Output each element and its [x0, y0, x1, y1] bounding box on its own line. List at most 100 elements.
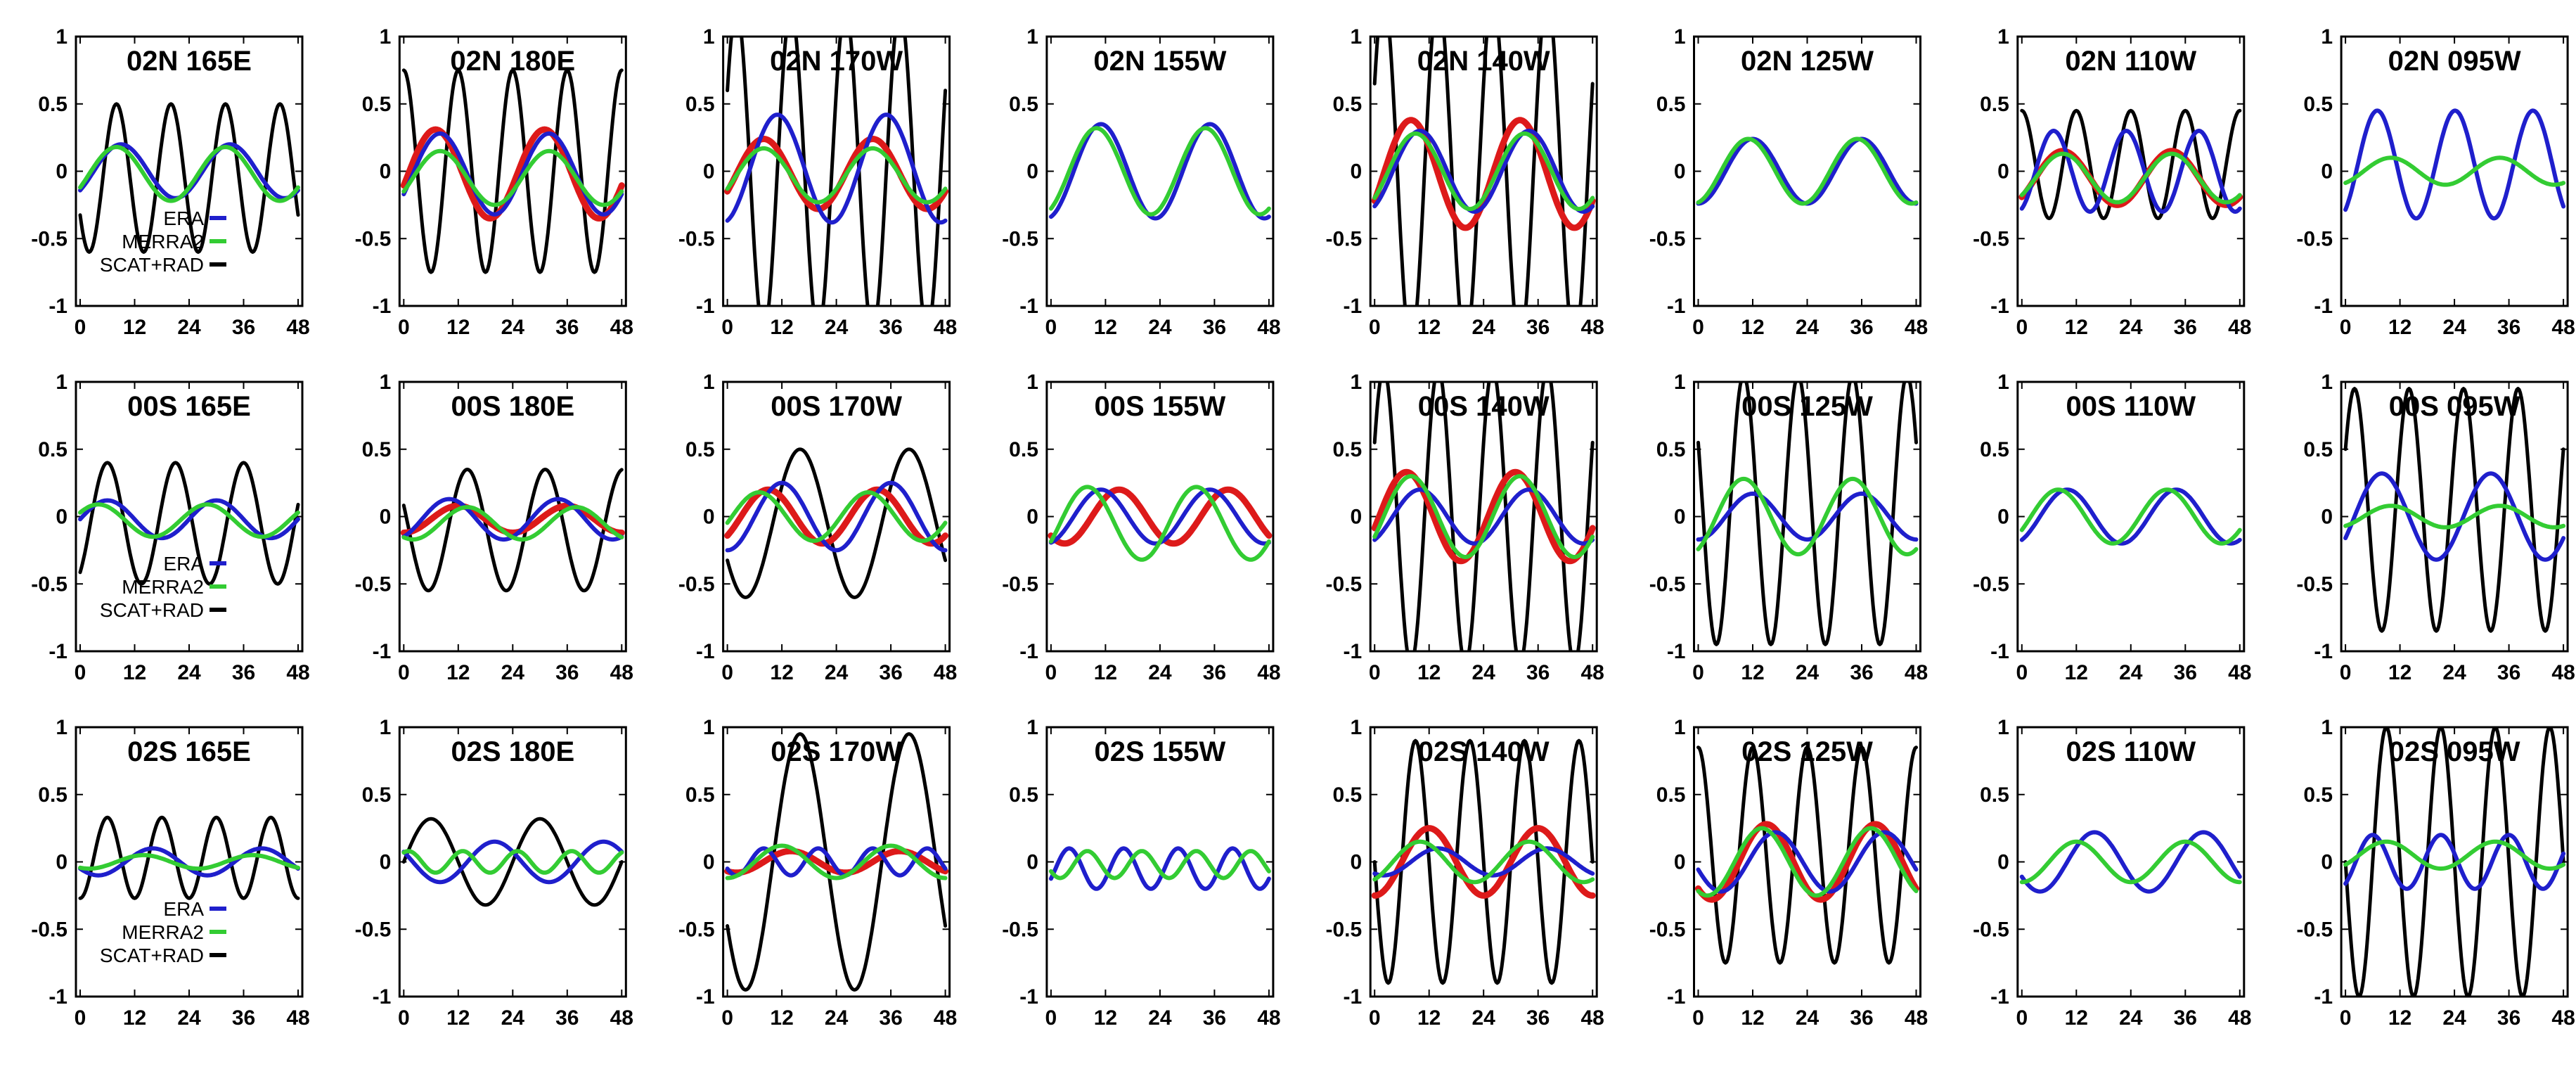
legend-label: MERRA2 — [122, 576, 204, 598]
series-line-merra2 — [78, 145, 300, 203]
panel-title: 02N 180E — [450, 46, 575, 77]
series-line-scat-rad — [401, 468, 624, 593]
series-line-merra2 — [1372, 839, 1595, 885]
y-tick-label: -0.5 — [1649, 227, 1686, 250]
x-tick-label: 36 — [1203, 1006, 1226, 1030]
panel-02s-110w: 1 0.5 0 -0.5 -1 0 12 24 36 48 02S 110W — [1973, 716, 2251, 1030]
x-tick-label: 12 — [1094, 316, 1117, 339]
y-tick-label: -1 — [696, 295, 715, 318]
panel-title: 00S 095W — [2389, 391, 2520, 422]
series-line-red — [400, 126, 625, 222]
legend-label: MERRA2 — [122, 921, 204, 943]
x-tick-label: 0 — [721, 316, 733, 339]
plot-frame — [722, 380, 951, 653]
y-tick-label: -0.5 — [1973, 227, 2009, 250]
series-group — [78, 102, 300, 254]
series-line-era — [2343, 471, 2566, 562]
plot-frame — [2340, 726, 2569, 998]
x-tick-label: 48 — [286, 661, 309, 684]
series-line-era — [2343, 108, 2566, 221]
y-tick-label: 0.5 — [1009, 438, 1038, 461]
y-tick-label: -1 — [1019, 640, 1038, 663]
y-tick-label: 0.5 — [38, 783, 67, 807]
series-line-merra2 — [2019, 839, 2242, 885]
series-line-scat-rad — [1372, 382, 1595, 651]
series-group — [1371, 738, 1596, 985]
x-tick-label: 36 — [1526, 1006, 1550, 1030]
x-tick-label: 0 — [398, 1006, 410, 1030]
x-tick-label: 0 — [2340, 661, 2352, 684]
y-tick-label: 0.5 — [1656, 93, 1686, 116]
series-line-merra2 — [2019, 487, 2242, 546]
series-line-merra2 — [1696, 826, 1919, 898]
x-tick-label: 12 — [770, 316, 793, 339]
y-tick-label: 0 — [1997, 160, 2009, 184]
panel-title: 00S 110W — [2066, 391, 2196, 422]
y-tick-label: 0 — [2321, 160, 2333, 184]
plot-frame — [75, 380, 304, 653]
x-tick-label: 12 — [1741, 316, 1764, 339]
y-tick-label: 0 — [2321, 851, 2333, 874]
series-group — [1696, 136, 1919, 206]
y-tick-label: 1 — [1674, 716, 1686, 739]
plot-frame — [1369, 35, 1598, 307]
series-line-era — [1372, 846, 1595, 878]
x-tick-label: 36 — [1203, 316, 1226, 339]
x-tick-label: 24 — [2119, 1006, 2143, 1030]
panel-title: 02S 155W — [1095, 736, 1226, 767]
panel-title: 02S 110W — [2066, 736, 2196, 767]
x-tick-label: 48 — [2228, 661, 2251, 684]
panel-title: 00S 155W — [1095, 391, 1226, 422]
y-tick-label: 0.5 — [2303, 783, 2333, 807]
x-tick-label: 24 — [1472, 316, 1496, 339]
x-tick-label: 0 — [2016, 316, 2028, 339]
y-tick-label: 1 — [1997, 371, 2009, 394]
plot-frame — [398, 726, 627, 998]
x-tick-label: 24 — [177, 661, 201, 684]
y-tick-label: -0.5 — [31, 572, 67, 596]
y-tick-label: 0.5 — [2303, 93, 2333, 116]
y-tick-label: 0 — [1026, 506, 1038, 529]
series-line-red — [400, 502, 625, 536]
panel-02n-155w: 1 0.5 0 -0.5 -1 0 12 24 36 48 02N 155W — [1002, 25, 1280, 339]
y-tick-label: 0 — [1674, 506, 1686, 529]
y-tick-label: 0.5 — [38, 438, 67, 461]
panel-title: 02N 170W — [770, 46, 903, 77]
series-line-merra2 — [2343, 839, 2566, 871]
x-tick-label: 48 — [610, 661, 633, 684]
y-tick-label: -1 — [49, 295, 67, 318]
legend-label: SCAT+RAD — [100, 254, 204, 276]
y-tick-label: 1 — [56, 371, 67, 394]
panel-title: 00S 180E — [451, 391, 574, 422]
series-line-era — [1048, 846, 1271, 891]
y-tick-label: -1 — [1990, 295, 2009, 318]
x-tick-label: 12 — [1417, 1006, 1441, 1030]
y-tick-label: 1 — [1674, 25, 1686, 49]
panel-title: 00S 140W — [1418, 391, 1550, 422]
series-group — [2343, 727, 2566, 997]
y-tick-label: 1 — [1997, 25, 2009, 49]
series-line-merra2 — [725, 146, 948, 205]
series-line-scat-rad — [78, 461, 300, 586]
series-line-merra2 — [725, 843, 948, 881]
series-line-era — [2019, 487, 2242, 546]
series-line-red — [1371, 468, 1596, 565]
y-tick-label: -0.5 — [1973, 918, 2009, 941]
x-tick-label: 36 — [1850, 661, 1873, 684]
panel-00s-110w: 1 0.5 0 -0.5 -1 0 12 24 36 48 00S 110W — [1973, 371, 2251, 684]
y-tick-label: -0.5 — [1649, 918, 1686, 941]
x-tick-label: 24 — [1148, 661, 1172, 684]
series-line-merra2 — [401, 148, 624, 207]
x-tick-label: 0 — [75, 1006, 86, 1030]
x-tick-label: 24 — [501, 1006, 525, 1030]
plot-frame — [1369, 380, 1598, 653]
y-tick-label: -1 — [373, 295, 392, 318]
x-tick-label: 24 — [2442, 1006, 2466, 1030]
x-tick-label: 12 — [1417, 316, 1441, 339]
x-tick-label: 48 — [1257, 661, 1280, 684]
plot-frame — [75, 35, 304, 307]
series-group — [1048, 485, 1273, 562]
x-tick-label: 36 — [1526, 316, 1550, 339]
series-group — [724, 732, 949, 992]
